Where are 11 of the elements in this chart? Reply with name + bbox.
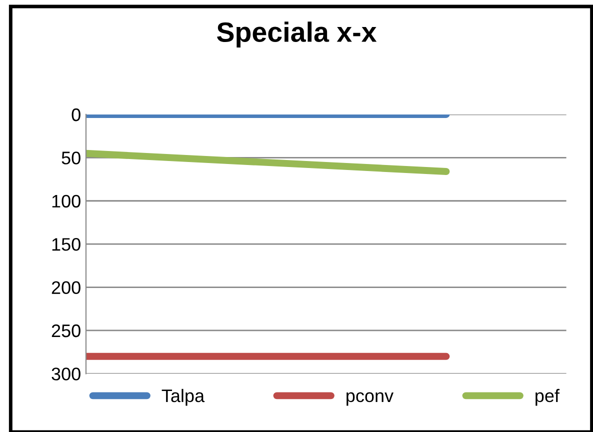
legend-label: Talpa (162, 388, 205, 406)
y-tick-label: 200 (52, 281, 80, 294)
y-tick-label: 250 (52, 324, 80, 338)
chart-title: Speciala x-x (217, 22, 377, 48)
y-tick-label: 0 (72, 108, 80, 122)
legend-label: pef (536, 388, 560, 406)
legend-label: pconv (346, 392, 394, 406)
y-tick-label: 50 (62, 152, 80, 164)
y-tick-label: 100 (52, 194, 80, 208)
y-tick-label: 150 (52, 238, 80, 251)
y-tick-label: 300 (52, 368, 80, 380)
